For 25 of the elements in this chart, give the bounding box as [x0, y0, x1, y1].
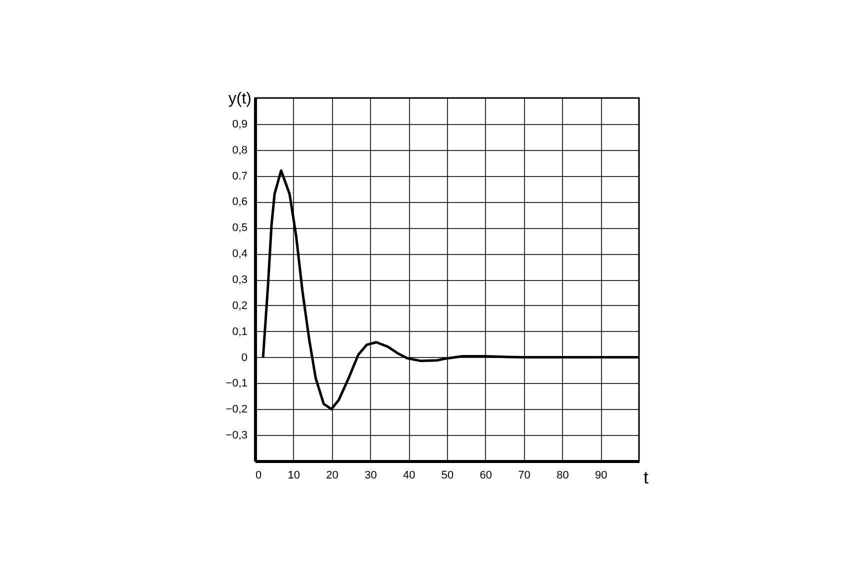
x-tick-label: 0	[256, 470, 262, 482]
x-tick-label: 20	[326, 470, 338, 482]
x-axis-title: t	[644, 468, 649, 488]
y-tick-label: −0,1	[226, 378, 248, 390]
y-tick-label: 0.7	[232, 170, 248, 182]
y-tick-label: 0,6	[232, 196, 248, 208]
y-tick-label: 0,4	[232, 248, 248, 260]
x-tick-label: 80	[556, 470, 569, 482]
y-tick-label: −0,2	[226, 404, 248, 416]
x-tick-label: 10	[288, 470, 300, 482]
y-tick-label: 0,2	[232, 300, 248, 312]
y-tick-label: 0,5	[232, 222, 248, 234]
x-tick-label: 50	[441, 470, 454, 482]
x-tick-label: 90	[594, 470, 608, 482]
y-tick-label: 0,8	[232, 144, 248, 156]
y-tick-label: 0	[241, 352, 248, 364]
x-tick-label: 40	[402, 470, 416, 482]
x-tick-label: 60	[480, 470, 492, 482]
y-tick-label: 0,1	[232, 326, 248, 338]
y-tick-label: −0,3	[226, 430, 248, 442]
y-tick-label: 0,3	[232, 274, 248, 286]
x-tick-label: 70	[518, 470, 530, 482]
y-axis-title: y(t)	[228, 90, 252, 108]
x-tick-label: 30	[364, 470, 377, 482]
y-tick-label: 0,9	[232, 118, 248, 130]
